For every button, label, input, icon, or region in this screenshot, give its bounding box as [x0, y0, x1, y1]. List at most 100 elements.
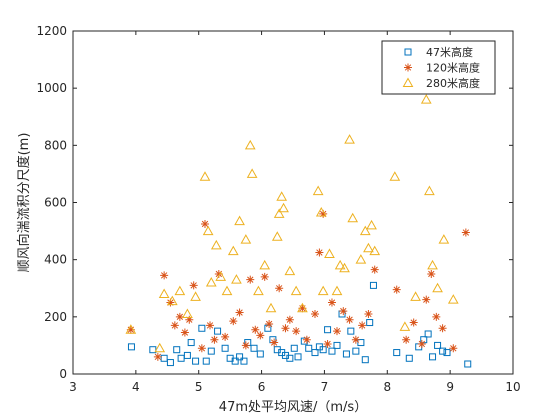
data-point-square — [464, 360, 472, 368]
data-point-asterisk — [461, 228, 470, 237]
data-point-asterisk — [180, 328, 189, 337]
data-point-square — [127, 343, 135, 351]
data-point-triangle — [284, 265, 296, 276]
data-point-square — [192, 357, 200, 365]
data-point-triangle — [359, 225, 371, 236]
data-point-square — [434, 341, 442, 349]
data-point-asterisk — [298, 304, 307, 313]
data-point-triangle — [253, 285, 264, 296]
data-point-square — [198, 324, 206, 332]
data-point-square — [393, 349, 401, 357]
data-point-square — [173, 346, 181, 354]
data-point-triangle — [265, 302, 277, 313]
data-point-asterisk — [265, 319, 274, 328]
data-point-asterisk — [235, 308, 244, 317]
data-point-asterisk — [339, 307, 348, 316]
data-point-asterisk — [153, 352, 162, 361]
data-point-triangle — [290, 285, 302, 296]
data-point-triangle — [271, 231, 283, 241]
data-point-square — [256, 350, 264, 358]
data-point-asterisk — [370, 265, 379, 274]
data-point-asterisk — [432, 312, 441, 321]
data-point-triangle — [363, 242, 374, 253]
data-point-asterisk — [201, 219, 209, 228]
data-point-asterisk — [270, 338, 279, 347]
data-point-triangle — [190, 291, 201, 301]
data-point-triangle — [347, 212, 359, 223]
data-point-asterisk — [319, 209, 328, 218]
data-point-square — [366, 319, 374, 327]
data-point-triangle — [259, 259, 271, 270]
data-point-triangle — [315, 206, 327, 217]
data-point-triangle — [215, 271, 227, 281]
data-point-triangle — [427, 259, 438, 270]
data-point-asterisk — [251, 325, 260, 334]
legend-marker-asterisk — [404, 63, 412, 72]
data-point-asterisk — [292, 327, 301, 336]
data-point-asterisk — [206, 321, 215, 330]
data-point-asterisk — [241, 341, 250, 350]
data-point-square — [240, 357, 248, 365]
x-tick-label: 7 — [321, 380, 329, 394]
data-point-square — [324, 326, 332, 334]
data-point-asterisk — [246, 275, 255, 284]
data-point-square — [286, 354, 294, 362]
series-1 — [127, 281, 472, 368]
series-3 — [125, 94, 459, 353]
data-point-asterisk — [392, 285, 401, 294]
y-tick-label: 1200 — [36, 24, 67, 38]
y-tick-label: 1000 — [36, 81, 67, 95]
data-point-triangle — [199, 171, 211, 181]
y-tick-label: 0 — [59, 367, 67, 381]
data-point-asterisk — [210, 335, 219, 344]
data-point-asterisk — [160, 271, 169, 280]
data-point-square — [328, 347, 336, 355]
data-point-triangle — [369, 245, 381, 256]
data-point-square — [342, 350, 350, 358]
data-point-square — [202, 357, 210, 365]
data-point-triangle — [432, 282, 443, 293]
data-point-asterisk — [285, 315, 294, 324]
data-point-asterisk — [185, 315, 194, 324]
data-point-square — [347, 327, 355, 335]
data-point-square — [231, 357, 239, 365]
legend-label: 120米高度 — [426, 61, 480, 75]
data-point-square — [443, 349, 451, 357]
data-point-asterisk — [358, 321, 367, 330]
data-point-triangle — [221, 285, 233, 296]
data-point-square — [305, 344, 313, 352]
data-point-triangle — [334, 259, 346, 270]
data-point-square — [160, 354, 168, 362]
data-point-asterisk — [351, 335, 360, 344]
data-point-square — [166, 359, 174, 367]
data-point-asterisk — [422, 295, 431, 304]
data-point-asterisk — [214, 269, 223, 278]
data-point-square — [319, 346, 327, 354]
data-point-triangle — [234, 215, 245, 226]
data-point-triangle — [278, 202, 289, 213]
data-point-triangle — [240, 234, 252, 244]
data-point-triangle — [420, 94, 432, 104]
data-point-triangle — [424, 185, 435, 196]
data-point-square — [429, 353, 437, 361]
data-point-asterisk — [311, 309, 319, 318]
data-point-square — [333, 341, 341, 349]
data-point-square — [290, 344, 298, 352]
data-point-triangle — [324, 248, 335, 258]
data-point-triangle — [182, 308, 193, 318]
data-point-triangle — [210, 239, 222, 250]
data-point-asterisk — [197, 344, 206, 353]
data-point-triangle — [202, 225, 214, 236]
data-point-triangle — [158, 288, 170, 298]
x-axis-title: 47m处平均风速/（m/s） — [219, 400, 367, 415]
legend-label: 280米高度 — [426, 76, 480, 90]
data-point-triangle — [317, 285, 329, 296]
data-point-square — [214, 327, 222, 335]
data-point-asterisk — [170, 321, 179, 330]
legend-marker-square — [404, 48, 412, 56]
legend-marker-triangle — [402, 77, 414, 87]
data-point-square — [183, 351, 191, 359]
data-point-asterisk — [260, 272, 269, 281]
data-point-square — [221, 344, 229, 352]
